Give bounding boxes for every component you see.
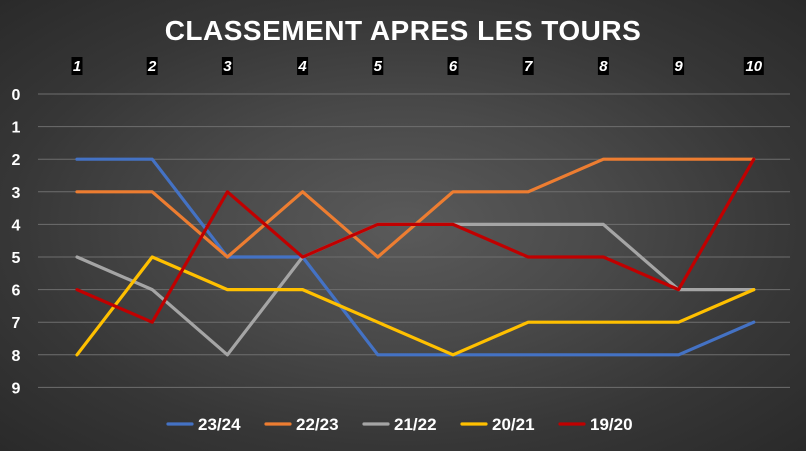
legend-label: 19/20 <box>590 415 633 434</box>
x-tick-label: 3 <box>223 58 232 75</box>
legend-label: 23/24 <box>198 415 241 434</box>
x-tick-label: 7 <box>524 58 533 75</box>
gridlines <box>38 93 790 388</box>
y-tick-label: 1 <box>12 120 21 137</box>
x-tick-highlight <box>743 57 764 75</box>
y-tick-label: 0 <box>12 87 21 104</box>
legend-item: 19/20 <box>558 415 633 434</box>
y-tick-label: 5 <box>12 250 21 267</box>
x-tick-label: 1 <box>73 58 81 75</box>
y-tick-label: 4 <box>12 217 21 234</box>
y-tick-label: 2 <box>12 152 21 169</box>
y-tick-label: 9 <box>12 380 21 397</box>
x-tick-label: 6 <box>449 58 458 75</box>
series-line-22-23 <box>75 157 756 259</box>
x-tick-label: 10 <box>745 58 762 75</box>
x-tick-label: 9 <box>674 58 683 75</box>
x-tick-highlight <box>673 57 685 75</box>
series-line-23-24 <box>75 157 756 357</box>
y-tick-label: 6 <box>12 283 21 300</box>
x-tick-highlight <box>372 57 384 75</box>
y-tick-label: 3 <box>12 185 21 202</box>
x-tick-highlight <box>447 57 459 75</box>
legend-item: 23/24 <box>166 415 241 434</box>
legend-label: 21/22 <box>394 415 437 434</box>
x-tick-highlight <box>297 57 309 75</box>
series-line-19-20 <box>75 157 756 324</box>
x-tick-label: 2 <box>147 58 157 75</box>
legend-item: 22/23 <box>264 415 339 434</box>
x-tick-label: 5 <box>374 58 383 75</box>
series-line-20-21 <box>75 255 756 357</box>
y-tick-label: 7 <box>12 315 21 332</box>
legend-label: 22/23 <box>296 415 339 434</box>
x-tick-label: 4 <box>297 58 307 75</box>
x-tick-highlight <box>71 57 83 75</box>
legend: 23/24 22/23 21/22 20/21 19/20 <box>166 415 633 434</box>
legend-label: 20/21 <box>492 415 535 434</box>
chart-title: CLASSEMENT APRES LES TOURS <box>165 15 642 46</box>
x-tick-label: 8 <box>599 58 608 75</box>
x-tick-highlight <box>221 57 233 75</box>
legend-item: 20/21 <box>460 415 535 434</box>
x-tick-highlight <box>522 57 534 75</box>
x-tick-highlight <box>146 57 158 75</box>
series-lines <box>75 157 756 357</box>
y-tick-label: 8 <box>12 348 21 365</box>
legend-item: 21/22 <box>362 415 437 434</box>
x-tick-highlight <box>597 57 609 75</box>
y-axis-ticks: 0 1 2 3 4 5 6 7 8 9 <box>12 87 21 397</box>
x-axis-ticks: 1 2 3 4 5 6 7 8 9 10 <box>71 57 764 75</box>
